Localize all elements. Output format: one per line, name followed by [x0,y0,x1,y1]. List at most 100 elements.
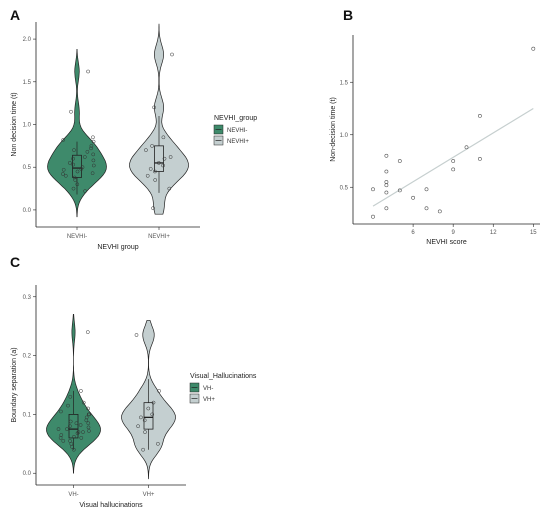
data-point [80,165,85,170]
legend-title: NEVHI_group [214,115,257,122]
legend-label: VH+ [203,397,215,403]
data-point [168,155,173,159]
data-point [78,423,83,427]
data-point [451,159,456,163]
data-point [151,206,155,211]
data-point [91,158,96,163]
panel-label-c: C [10,254,20,270]
y-tick-label: 0.3 [23,295,32,301]
data-point [384,180,389,184]
chart-panel-b: 0.5 1.0 1.5 6 9 12 15 NEVHI score Non-decision t… [330,35,540,246]
data-point [75,182,80,187]
data-point [76,430,81,434]
data-point [69,109,73,114]
data-point [477,114,482,118]
data-point [85,330,90,334]
data-point [75,431,80,436]
data-point [71,162,76,167]
regression-line [372,107,534,207]
data-point [397,188,402,193]
data-point [72,148,76,152]
data-point [71,186,76,191]
data-point [84,418,89,423]
data-point [83,189,87,193]
x-axis-title: NEVHI score [426,239,467,246]
x-tick-label: 6 [411,230,415,236]
data-point [86,421,91,426]
data-point [384,169,389,174]
data-point [68,439,72,443]
x-tick-label: VH+ [143,492,155,498]
data-point [437,209,442,214]
data-point [146,406,151,411]
data-point [464,145,469,150]
data-point [90,171,95,176]
data-point [56,427,61,431]
data-point [141,447,145,452]
y-tick-label: 2.0 [23,37,32,43]
data-point [59,409,63,414]
data-point [531,46,536,51]
x-axis-title: Visual hallucinations [79,502,143,509]
data-point [86,406,90,411]
data-point [371,214,375,219]
data-point [66,403,70,408]
data-point [61,138,66,142]
data-point [91,163,96,168]
data-point [145,173,150,178]
data-point [397,159,402,163]
y-axis-title: Non-decision time (t) [330,97,337,162]
data-point [68,419,73,424]
box [68,414,79,439]
y-tick-label: 0.2 [23,354,32,360]
y-tick-label: 0.0 [23,208,32,214]
data-point [134,333,139,337]
y-tick-label: 0.5 [340,185,349,191]
data-point [63,173,68,178]
data-point [411,195,416,200]
data-point [144,148,148,152]
data-point [86,69,90,74]
y-axis-title: Boundary separation (a) [11,347,18,422]
data-point [86,425,91,430]
x-tick-label: NEVHI- [67,234,87,240]
data-point [67,161,72,165]
data-point [139,415,143,420]
data-point [150,412,155,417]
violin-NEVHI- [47,48,107,218]
data-point [424,206,429,211]
box [72,154,82,178]
x-tick-label: NEVHI+ [148,234,170,240]
data-point [142,418,147,423]
data-point [150,144,154,148]
data-point [384,190,389,195]
data-point [61,172,65,176]
data-point [451,167,456,172]
chart-panel-c: 0.00.10.20.3VH- VH+Visual hallucinationsB… [11,285,257,509]
data-point [143,430,147,434]
data-point [61,439,66,443]
data-point [72,434,76,439]
panel-label-b: B [343,7,353,23]
data-point [59,433,64,437]
data-point [87,412,92,417]
legend-label: NEVHI- [227,128,247,134]
data-point [68,424,72,429]
data-point [61,167,66,172]
data-point [384,153,389,158]
data-point [73,178,78,182]
data-point [74,421,79,426]
data-point [85,149,90,154]
x-tick-label: 15 [530,230,537,236]
data-point [424,187,429,192]
data-point [65,427,69,431]
x-tick-label: 12 [490,230,497,236]
data-point [371,187,375,192]
box [154,145,164,172]
y-tick-label: 0.5 [23,165,32,171]
data-point [89,144,94,148]
chart-panel-a: 0.0 0.5 1.0 1.5 2.0 NEVHI- NEVHI+ NEVHI group No… [11,22,257,251]
data-point [79,389,83,393]
data-point [157,389,161,393]
data-point [167,186,172,191]
